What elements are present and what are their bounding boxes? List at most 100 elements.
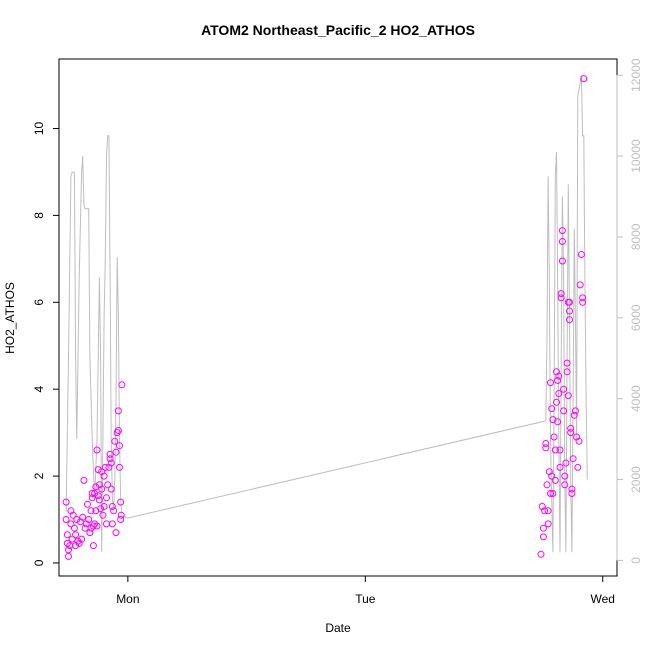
data-point <box>558 227 566 235</box>
y-tick-label: 6 <box>32 299 46 306</box>
data-point <box>579 294 587 302</box>
data-point <box>99 511 107 519</box>
data-point <box>557 294 565 302</box>
data-point <box>544 507 552 515</box>
data-point <box>118 381 126 389</box>
data-point <box>101 463 109 471</box>
data-point <box>87 507 95 515</box>
data-point <box>566 298 573 306</box>
y2-tick-label: 6000 <box>629 304 643 331</box>
y2-tick-label: 12000 <box>629 58 643 92</box>
data-point <box>92 483 100 491</box>
data-point <box>563 368 571 376</box>
data-point <box>537 550 545 558</box>
data-point <box>107 459 115 467</box>
data-point <box>67 520 75 528</box>
y-tick-label: 2 <box>32 472 46 479</box>
altitude-series <box>65 75 588 553</box>
data-point <box>63 531 71 539</box>
data-point <box>100 472 108 480</box>
chart-title: ATOM2 Northeast_Pacific_2 HO2_ATHOS <box>201 22 475 38</box>
data-point <box>70 524 78 532</box>
data-point <box>86 529 94 537</box>
data-point <box>65 552 72 560</box>
data-point <box>72 531 80 539</box>
data-point <box>551 446 559 454</box>
data-point <box>542 440 550 447</box>
y2-tick-label: 0 <box>629 557 643 564</box>
data-point <box>79 513 87 521</box>
data-point <box>551 476 559 484</box>
data-point <box>107 485 115 493</box>
y-tick-label: 8 <box>32 212 46 219</box>
altitude-line <box>65 75 588 553</box>
data-point <box>97 505 105 513</box>
y-tick-label: 4 <box>32 386 46 393</box>
data-point <box>541 507 549 515</box>
data-point <box>88 490 96 497</box>
data-point <box>114 427 122 434</box>
data-point <box>554 418 562 426</box>
data-point <box>568 485 576 493</box>
data-point <box>78 535 86 543</box>
data-point <box>571 407 579 415</box>
data-point <box>117 511 125 519</box>
data-point <box>562 459 570 467</box>
y-tick-label: 10 <box>32 122 46 136</box>
data-point <box>103 520 110 528</box>
data-point <box>95 496 103 504</box>
data-point <box>547 379 554 387</box>
data-point <box>548 472 556 480</box>
data-point <box>100 503 108 510</box>
data-point <box>558 238 566 245</box>
data-point <box>93 522 101 530</box>
data-point <box>560 407 568 415</box>
data-point <box>112 529 120 537</box>
data-point <box>112 448 120 456</box>
x-axis-label: Date <box>325 621 351 635</box>
data-point <box>555 390 563 397</box>
x-axis: Mon Tue Wed <box>116 575 615 606</box>
data-point <box>103 494 110 502</box>
data-point <box>547 490 554 497</box>
data-point <box>561 472 569 480</box>
data-point <box>576 281 584 289</box>
data-point <box>556 463 564 471</box>
y2-tick-label: 8000 <box>629 223 643 250</box>
data-point <box>110 507 118 515</box>
data-point <box>104 481 112 489</box>
data-point <box>575 437 583 445</box>
x-tick-label: Tue <box>355 592 376 606</box>
y2-tick-label: 4000 <box>629 385 643 412</box>
data-point <box>69 511 77 519</box>
y2-tick-label: 2000 <box>629 466 643 493</box>
y-axis-label: HO2_ATHOS <box>3 282 17 354</box>
data-point <box>117 498 125 506</box>
data-point <box>539 533 547 541</box>
data-point <box>566 307 573 315</box>
data-point <box>544 520 552 528</box>
plot-frame <box>58 58 618 577</box>
data-point <box>542 444 550 452</box>
x-tick-label: Wed <box>591 592 615 606</box>
data-point <box>85 516 93 523</box>
scatter-points <box>62 75 588 560</box>
data-point <box>89 542 97 550</box>
data-point <box>116 463 123 471</box>
data-point <box>561 481 569 489</box>
data-point <box>567 424 575 432</box>
data-point <box>116 442 123 450</box>
data-point <box>553 398 560 406</box>
data-point <box>554 377 562 384</box>
y2-tick-label: 10000 <box>629 139 643 173</box>
data-point <box>80 476 88 484</box>
data-point <box>560 385 568 393</box>
data-point <box>62 498 70 506</box>
data-point <box>114 407 122 415</box>
data-point <box>566 316 573 324</box>
data-point <box>87 524 95 532</box>
x-tick-label: Mon <box>116 592 139 606</box>
data-point <box>563 359 571 367</box>
data-point <box>108 503 116 510</box>
